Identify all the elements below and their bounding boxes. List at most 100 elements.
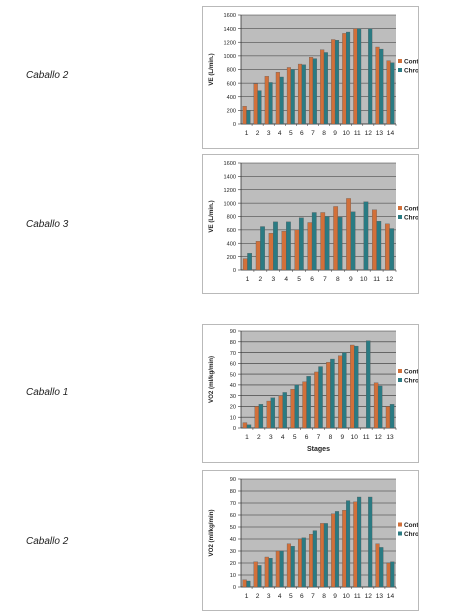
y-tick-label: 1600 <box>224 13 236 19</box>
bar-control-12 <box>384 223 390 271</box>
y-tick-label: 20 <box>230 405 236 411</box>
x-tick-label: 10 <box>343 130 351 137</box>
y-tick-label: 80 <box>230 489 236 495</box>
y-tick-label: 1000 <box>224 54 236 60</box>
bar-chromactiv-1 <box>247 253 252 271</box>
x-tick-label: 4 <box>284 276 288 283</box>
x-tick-label: 7 <box>311 130 315 137</box>
bar-chromactiv-4 <box>279 550 284 588</box>
plot-area <box>241 479 396 587</box>
y-tick-label: 200 <box>227 109 236 115</box>
x-tick-label: 5 <box>289 130 293 137</box>
bar-chromactiv-1 <box>246 580 251 588</box>
bar-chromactiv-6 <box>311 212 317 271</box>
y-tick-label: 60 <box>230 362 236 368</box>
bar-chromactiv-9 <box>334 511 340 588</box>
y-tick-label: 70 <box>230 351 236 357</box>
bar-control-11 <box>353 28 358 125</box>
x-tick-label: 1 <box>245 593 249 600</box>
x-tick-label: 4 <box>278 593 282 600</box>
bar-control-7 <box>309 57 314 125</box>
legend-label-chromactiv: Chromactiv <box>404 215 418 222</box>
bar-control-3 <box>268 233 274 271</box>
bar-chromactiv-11 <box>366 340 371 429</box>
bar-control-6 <box>307 222 313 271</box>
bar-chromactiv-4 <box>279 76 284 125</box>
bar-chromactiv-5 <box>290 546 295 588</box>
x-tick-label: 12 <box>374 434 382 441</box>
bar-chromactiv-5 <box>298 217 304 271</box>
bar-chromactiv-9 <box>350 211 356 271</box>
x-tick-label: 9 <box>333 130 337 137</box>
bar-chromactiv-11 <box>376 221 382 271</box>
bar-control-4 <box>275 72 280 125</box>
y-tick-label: 30 <box>230 549 236 555</box>
y-tick-label: 400 <box>227 95 236 101</box>
bar-chromactiv-2 <box>257 565 262 588</box>
bar-chromactiv-8 <box>337 217 343 271</box>
bar-control-13 <box>375 543 380 588</box>
bar-control-13 <box>385 406 391 429</box>
bar-control-2 <box>253 561 258 588</box>
y-axis-label: VO2 (ml/kg/min) <box>208 509 215 556</box>
x-tick-label: 6 <box>300 593 304 600</box>
bar-chromactiv-5 <box>290 69 295 125</box>
x-tick-label: 8 <box>329 434 333 441</box>
legend-swatch-control <box>398 59 402 63</box>
legend-label-chromactiv: Chromactiv <box>404 531 418 538</box>
x-tick-label: 9 <box>333 593 337 600</box>
x-tick-label: 10 <box>343 593 351 600</box>
bar-control-2 <box>255 241 261 271</box>
y-tick-label: 200 <box>227 255 236 261</box>
bar-chromactiv-10 <box>346 31 351 125</box>
bar-chromactiv-3 <box>273 221 278 271</box>
row-label-1: Caballo 2 <box>26 70 69 81</box>
bar-control-11 <box>372 209 377 271</box>
bar-chromactiv-9 <box>342 352 347 429</box>
bar-control-9 <box>338 355 343 429</box>
bar-chromactiv-6 <box>301 537 306 588</box>
x-tick-label: 9 <box>341 434 345 441</box>
y-tick-label: 1000 <box>224 201 236 207</box>
bar-chromactiv-2 <box>258 404 264 429</box>
bar-chromactiv-7 <box>324 216 330 271</box>
legend-label-control: Control <box>404 206 418 213</box>
x-tick-label: 3 <box>267 593 271 600</box>
legend-label-control: Control <box>404 59 418 66</box>
x-tick-label: 5 <box>289 593 293 600</box>
bar-chromactiv-6 <box>306 376 311 429</box>
x-tick-label: 13 <box>376 593 384 600</box>
y-tick-label: 1600 <box>224 161 236 167</box>
x-tick-label: 2 <box>257 434 261 441</box>
bar-chromactiv-11 <box>357 28 362 125</box>
x-tick-label: 2 <box>256 130 260 137</box>
bar-chromactiv-1 <box>246 110 251 125</box>
x-tick-label: 5 <box>293 434 297 441</box>
x-tick-label: 6 <box>300 130 304 137</box>
bar-control-7 <box>309 534 314 588</box>
chart-panel-3: 0 10 20 30 40 50 60 70 80 90 1 2 3 4 5 6 7 8 9 10 11 12 13 VO2 … <box>202 324 419 463</box>
bar-chromactiv-5 <box>294 384 299 429</box>
bar-chromactiv-3 <box>268 82 273 125</box>
bar-chromactiv-10 <box>346 500 351 588</box>
chart-panel-2: 0 200 400 600 800 1000 1200 1400 1600 1 2 3 4 5 6 7 8 9 10… <box>202 154 419 294</box>
y-tick-label: 10 <box>230 573 236 579</box>
bar-control-10 <box>342 33 347 125</box>
bar-control-1 <box>242 422 248 429</box>
y-tick-label: 400 <box>227 241 236 247</box>
bar-control-2 <box>253 83 258 125</box>
x-tick-label: 11 <box>363 434 370 441</box>
legend-swatch-chromactiv <box>398 531 402 536</box>
bar-chromactiv-6 <box>301 64 306 125</box>
bar-chromactiv-9 <box>334 40 340 125</box>
bar-control-2 <box>254 406 260 429</box>
x-tick-label: 13 <box>386 434 394 441</box>
bar-control-5 <box>290 389 295 429</box>
bar-control-6 <box>302 381 307 429</box>
bar-control-4 <box>278 395 283 429</box>
bar-control-8 <box>333 206 339 271</box>
bar-control-6 <box>297 63 303 125</box>
bar-control-3 <box>264 556 269 588</box>
